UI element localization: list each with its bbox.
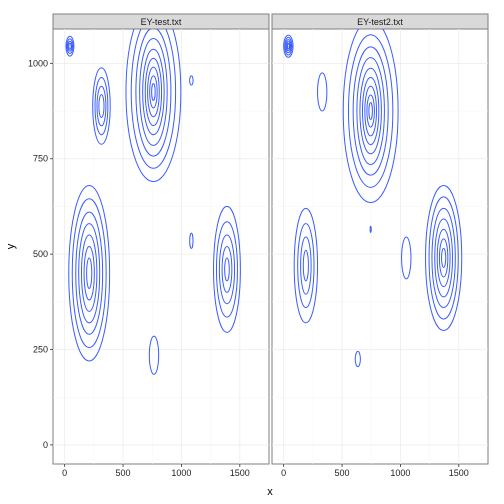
density-contour-mid-dot-level-1: [369, 225, 372, 233]
density-contour-corner-level-5: [283, 34, 294, 58]
density-contour-right-level-2: [221, 246, 233, 293]
density-contour-right-level-1: [441, 247, 447, 268]
y-tick-label: 500: [33, 249, 48, 259]
x-tick-label: 0: [62, 468, 67, 478]
density-contour-left-level-2: [83, 246, 95, 301]
density-contour-upper-left-level-2: [96, 85, 107, 127]
density-contour-upper-center-level-9: [342, 29, 399, 204]
density-contour-left-level-5: [75, 211, 104, 335]
density-contour-right-level-5: [213, 205, 241, 333]
density-contour-upper-center-level-8: [347, 34, 394, 188]
density-contour-right-level-5: [431, 207, 456, 309]
facet-title: EY-test.txt: [141, 17, 182, 27]
density-contour-upper-center-level-4: [144, 57, 163, 127]
density-contour-upper-center-level-6: [139, 38, 168, 146]
density-contour-left-level-3: [297, 223, 315, 309]
density-contour-upper-center-level-3: [147, 66, 160, 118]
density-contour-right-level-3: [436, 228, 451, 288]
x-tick-label: 500: [116, 468, 131, 478]
density-contour-right-level-2: [438, 238, 449, 278]
density-contour-right-level-4: [215, 221, 238, 318]
x-tick-label: 1500: [449, 468, 469, 478]
density-contour-left-level-1: [86, 257, 93, 289]
density-contour-upper-center-level-1: [368, 102, 373, 120]
y-tick-label: 1000: [28, 58, 48, 68]
density-contour-corner-level-4: [65, 35, 75, 57]
density-contour-upper-center-level-2: [149, 75, 158, 109]
x-tick-label: 500: [335, 468, 350, 478]
x-tick-label: 1500: [230, 468, 250, 478]
density-contour-corner-level-4: [284, 36, 293, 56]
density-contour-left-level-4: [293, 207, 319, 324]
density-contour-bottom-level-1: [354, 350, 361, 368]
density-contour-left-level-6: [71, 198, 107, 349]
contour-group: [65, 29, 241, 375]
density-contour-upper-left-level-4: [92, 67, 111, 145]
contour-group: [283, 29, 463, 368]
density-contour-right-level-6: [428, 196, 459, 320]
x-tick-label: 1000: [390, 468, 410, 478]
density-contour-upper-center-level-9: [125, 29, 182, 183]
density-contour-upper-center-level-2: [366, 94, 375, 128]
x-axis-title: x: [267, 486, 273, 498]
density-contour-left-level-3: [80, 234, 98, 312]
x-tick-label: 1000: [171, 468, 191, 478]
density-contour-upper-center-level-7: [352, 46, 389, 176]
density-contour-upper-left-level-3: [94, 76, 109, 136]
density-contour-upper-center-level-6: [356, 57, 385, 165]
facet-panel-2: EY-test2.txt 0 500 1000 1500: [271, 13, 489, 478]
density-contour-left-level-1: [302, 249, 309, 282]
density-contour-corner-level-3: [285, 39, 292, 54]
density-contour-right-level-4: [434, 218, 454, 298]
density-contour-left-level-4: [78, 223, 101, 324]
density-contour-center-right-level-1: [401, 236, 412, 280]
density-contour-upper-left-level-1: [98, 94, 105, 119]
density-contour-corner-level-3: [66, 38, 74, 54]
density-contour-corner-level-1: [286, 43, 290, 50]
density-contour-corner-level-2: [67, 40, 73, 52]
density-contour-upper-small-level-1: [317, 72, 328, 112]
density-contour-right-level-7: [425, 184, 463, 331]
facet-panel-1: EY-test.txt 0 500 1000 1500 0 250 500 750 1000: [28, 13, 270, 478]
density-contour-upper-center-level-5: [359, 67, 382, 155]
facet-title: EY-test2.txt: [357, 17, 403, 27]
y-axis-title: y: [5, 243, 17, 249]
panel-background: [271, 28, 489, 465]
density-contour-right-level-1: [224, 257, 230, 282]
density-contour-left-level-2: [300, 236, 312, 295]
x-tick-label: 0: [281, 468, 286, 478]
y-tick-label: 250: [33, 345, 48, 355]
density-contour-corner-level-1: [68, 42, 72, 50]
density-contour-center-small-level-1: [189, 232, 194, 249]
y-tick-label: 0: [43, 440, 48, 450]
density-contour-bottom-level-1: [148, 335, 160, 375]
density-contour-upper-center-level-8: [130, 29, 177, 169]
density-contour-upper-right-small-level-1: [189, 75, 194, 86]
density-contour-upper-center-level-5: [142, 48, 165, 136]
density-contour-left-level-7: [68, 184, 111, 362]
density-contour-right-level-3: [218, 234, 236, 305]
density-contour-upper-center-level-4: [361, 76, 380, 146]
density-contour-upper-center-level-1: [151, 83, 156, 101]
density-contour-upper-center-level-7: [135, 29, 172, 157]
density-contour-corner-level-2: [286, 41, 291, 52]
y-tick-label: 750: [33, 154, 48, 164]
density-contour-upper-center-level-3: [364, 85, 377, 137]
